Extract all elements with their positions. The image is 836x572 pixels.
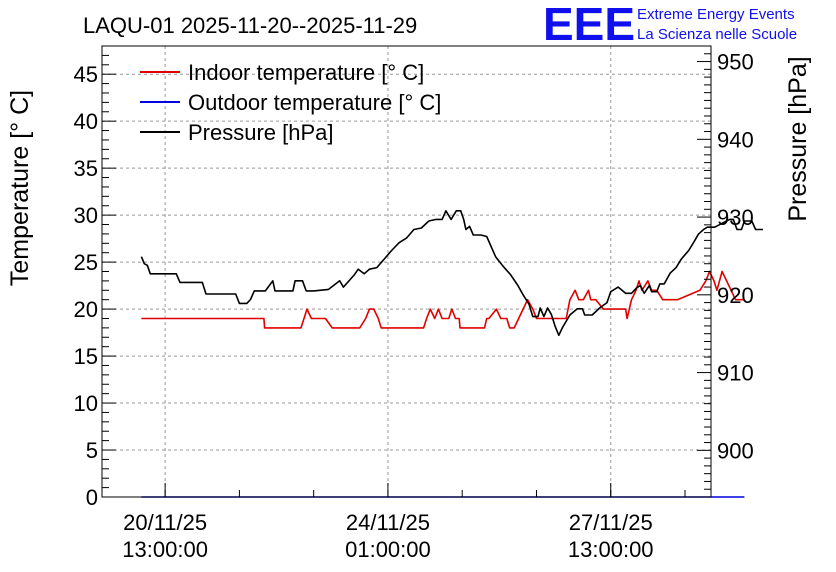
y-tick-label-left: 0 [86,485,98,510]
y-tick-label-left: 30 [74,203,98,228]
x-tick-label-date: 20/11/25 [123,510,207,535]
legend-label: Indoor temperature [° C] [188,60,424,85]
y-tick-label-left: 40 [74,109,98,134]
y-tick-label-right: 950 [717,50,754,75]
y-tick-label-right: 910 [717,361,754,386]
legend-label: Outdoor temperature [° C] [188,90,441,115]
y-tick-label-right: 940 [717,127,754,152]
series-line-pressure-hpa [140,210,763,337]
y-tick-label-left: 5 [86,438,98,463]
y-tick-label-left: 45 [74,62,98,87]
y-tick-label-right: 920 [717,283,754,308]
legend: Indoor temperature [° C] Outdoor temperat… [140,60,441,145]
y-tick-label-left: 15 [74,344,98,369]
x-tick-label-time: 13:00:00 [568,537,654,562]
x-tick-label-time: 01:00:00 [345,537,431,562]
logo-line-1: Extreme Energy Events [637,6,795,23]
series-line-indoor-temperature-c [141,270,745,329]
y-tick-label-left: 25 [74,250,98,275]
x-tick-label-date: 27/11/25 [569,510,653,535]
chart-title: LAQU-01 2025-11-20--2025-11-29 [83,13,417,38]
y-tick-label-right: 930 [717,205,754,230]
y-axis-title-right: Pressure [hPa] [784,56,812,221]
y-tick-label-left: 20 [74,297,98,322]
logo-letters: EEE [543,0,635,50]
y-tick-label-left: 35 [74,156,98,181]
legend-label: Pressure [hPa] [188,120,334,145]
y-axis-title-left: Temperature [° C] [6,90,34,286]
axes: 0 5 10 15 20 25 30 35 40 45 900 910 920 930 940 950 20/1… [74,50,754,562]
y-tick-label-left: 10 [74,391,98,416]
eee-logo: EEE Extreme Energy Events La Scienza nel… [543,0,797,50]
x-tick-label-date: 24/11/25 [346,510,430,535]
x-tick-label-time: 13:00:00 [122,537,208,562]
logo-line-2: La Scienza nelle Scuole [637,26,797,43]
y-tick-label-right: 900 [717,438,754,463]
